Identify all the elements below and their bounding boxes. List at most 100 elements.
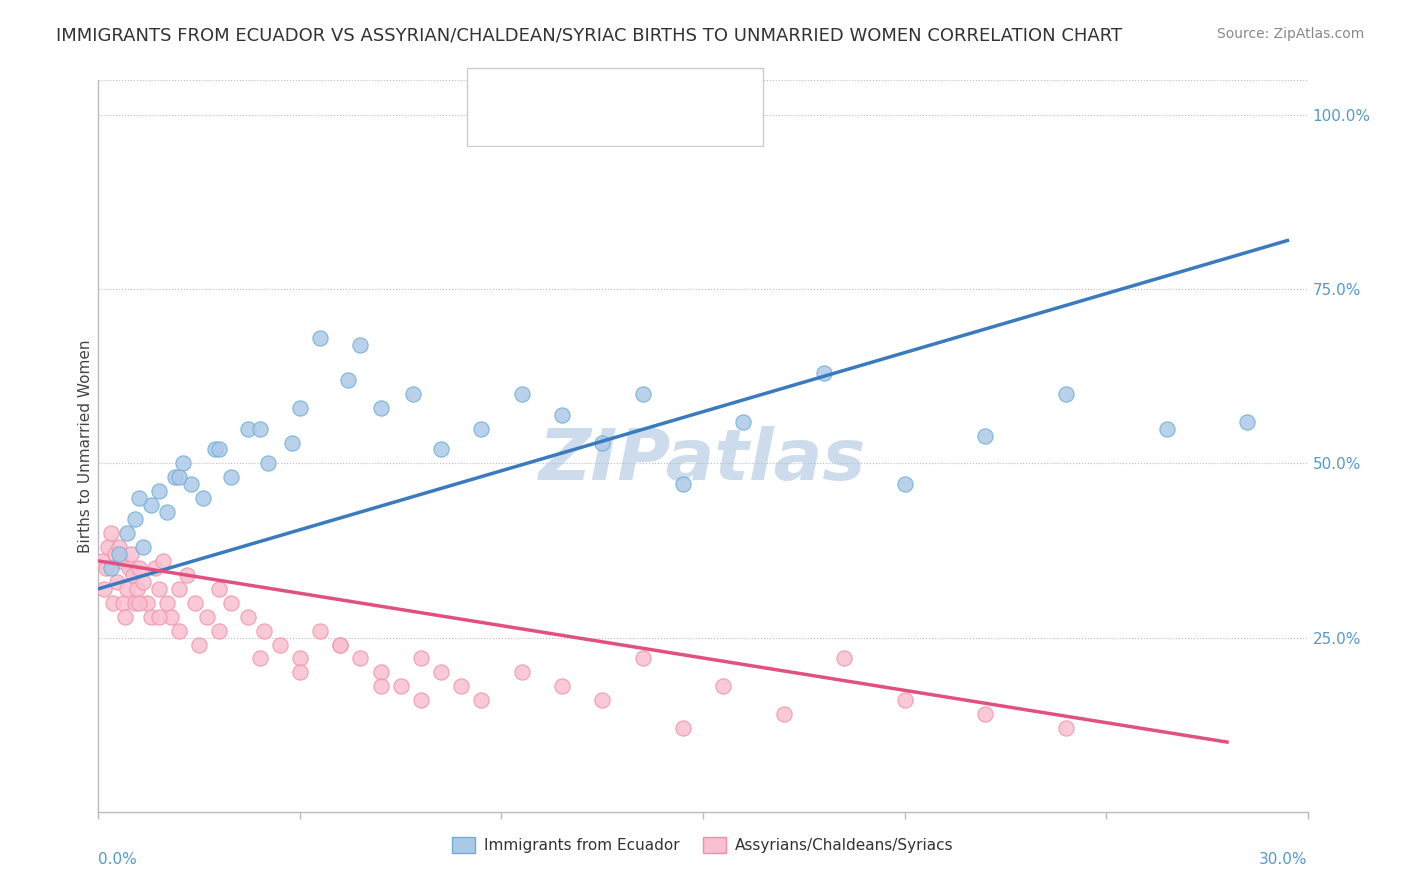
Legend: Immigrants from Ecuador, Assyrians/Chaldeans/Syriacs: Immigrants from Ecuador, Assyrians/Chald… — [446, 830, 960, 859]
Text: 0.0%: 0.0% — [98, 852, 138, 867]
Point — [631, 651, 654, 665]
Point — [370, 679, 392, 693]
Point — [236, 609, 259, 624]
Text: ZIPatlas: ZIPatlas — [540, 426, 866, 495]
Point — [430, 665, 453, 680]
Point — [402, 386, 425, 401]
Point — [91, 554, 114, 568]
Point — [148, 609, 170, 624]
Point — [288, 665, 311, 680]
Point — [370, 401, 392, 415]
Text: N =: N = — [640, 78, 678, 96]
Point — [672, 721, 695, 735]
Text: R =: R = — [512, 78, 550, 96]
Point — [430, 442, 453, 457]
Point — [128, 491, 150, 506]
Point — [236, 421, 259, 435]
Point — [974, 707, 997, 722]
Point — [167, 582, 190, 596]
Point — [176, 567, 198, 582]
Point — [288, 651, 311, 665]
Point — [470, 693, 492, 707]
Point — [132, 540, 155, 554]
Point — [631, 386, 654, 401]
Point — [160, 609, 183, 624]
Point — [124, 596, 146, 610]
Point — [135, 596, 157, 610]
Point — [1054, 386, 1077, 401]
Point — [163, 470, 186, 484]
Point — [167, 624, 190, 638]
Text: R =: R = — [512, 118, 550, 136]
Point — [510, 665, 533, 680]
Point — [409, 693, 432, 707]
Point — [103, 547, 125, 561]
Point — [1236, 415, 1258, 429]
Point — [143, 561, 166, 575]
Point — [121, 567, 143, 582]
Point — [591, 435, 613, 450]
Point — [139, 498, 162, 512]
Point — [551, 679, 574, 693]
Point — [100, 526, 122, 541]
Point — [337, 373, 360, 387]
Point — [152, 554, 174, 568]
Point — [281, 435, 304, 450]
Point — [1156, 421, 1178, 435]
Point — [128, 596, 150, 610]
Point — [120, 547, 142, 561]
Point — [711, 679, 734, 693]
Point — [156, 505, 179, 519]
Text: 41: 41 — [682, 78, 706, 96]
Point — [329, 638, 352, 652]
Point — [893, 693, 915, 707]
FancyBboxPatch shape — [467, 68, 763, 146]
Point — [180, 477, 202, 491]
FancyBboxPatch shape — [472, 112, 503, 141]
Point — [256, 457, 278, 471]
Text: 0.606: 0.606 — [554, 78, 616, 96]
Point — [148, 484, 170, 499]
Point — [204, 442, 226, 457]
Point — [288, 401, 311, 415]
Point — [114, 609, 136, 624]
Point — [269, 638, 291, 652]
Point — [107, 547, 129, 561]
Point — [118, 561, 141, 575]
Point — [128, 561, 150, 575]
Point — [156, 596, 179, 610]
Point — [107, 540, 129, 554]
Point — [148, 582, 170, 596]
Point — [309, 331, 332, 345]
Text: Source: ZipAtlas.com: Source: ZipAtlas.com — [1216, 27, 1364, 41]
Point — [349, 338, 371, 352]
Point — [111, 596, 134, 610]
Point — [193, 491, 215, 506]
Point — [470, 421, 492, 435]
Point — [249, 421, 271, 435]
Text: IMMIGRANTS FROM ECUADOR VS ASSYRIAN/CHALDEAN/SYRIAC BIRTHS TO UNMARRIED WOMEN CO: IMMIGRANTS FROM ECUADOR VS ASSYRIAN/CHAL… — [56, 27, 1122, 45]
Text: N =: N = — [640, 118, 678, 136]
Point — [97, 540, 120, 554]
Point — [389, 679, 412, 693]
Point — [124, 512, 146, 526]
Point — [221, 596, 243, 610]
Point — [100, 561, 122, 575]
Point — [167, 470, 190, 484]
Point — [370, 665, 392, 680]
Point — [105, 574, 128, 589]
Point — [813, 366, 835, 380]
Point — [329, 638, 352, 652]
Point — [132, 574, 155, 589]
Point — [510, 386, 533, 401]
Point — [93, 582, 115, 596]
Y-axis label: Births to Unmarried Women: Births to Unmarried Women — [77, 339, 93, 553]
Text: 67: 67 — [682, 118, 706, 136]
Point — [672, 477, 695, 491]
Point — [208, 582, 231, 596]
Point — [184, 596, 207, 610]
Point — [221, 470, 243, 484]
Point — [832, 651, 855, 665]
Point — [115, 582, 138, 596]
Point — [772, 707, 794, 722]
